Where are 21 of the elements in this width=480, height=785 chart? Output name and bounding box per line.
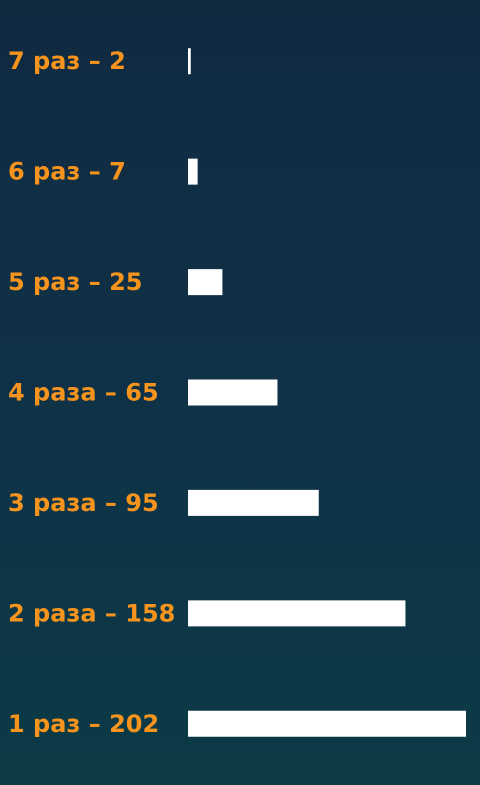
y-tick-label: 4 раза – (8, 378, 117, 406)
bar (188, 269, 222, 296)
data-label: 202 (109, 710, 160, 738)
data-label: 25 (109, 268, 142, 296)
bar (188, 600, 406, 626)
bar (188, 158, 198, 185)
bar (188, 710, 466, 737)
y-tick-label: 6 раз – (8, 158, 101, 186)
data-label: 7 (109, 158, 126, 186)
data-label: 2 (109, 47, 126, 76)
y-tick-label: 5 раз – (8, 268, 101, 296)
data-label: 65 (125, 378, 159, 406)
y-tick-label: 2 раза – (8, 599, 117, 628)
y-tick-label: 7 раз – (8, 47, 101, 76)
data-label: 158 (125, 599, 176, 628)
y-tick-label: 1 раз – (8, 710, 101, 738)
bar (188, 490, 319, 516)
bar (188, 48, 191, 74)
data-label: 95 (125, 488, 159, 517)
bar (188, 380, 278, 406)
y-tick-label: 3 раза – (8, 488, 117, 517)
